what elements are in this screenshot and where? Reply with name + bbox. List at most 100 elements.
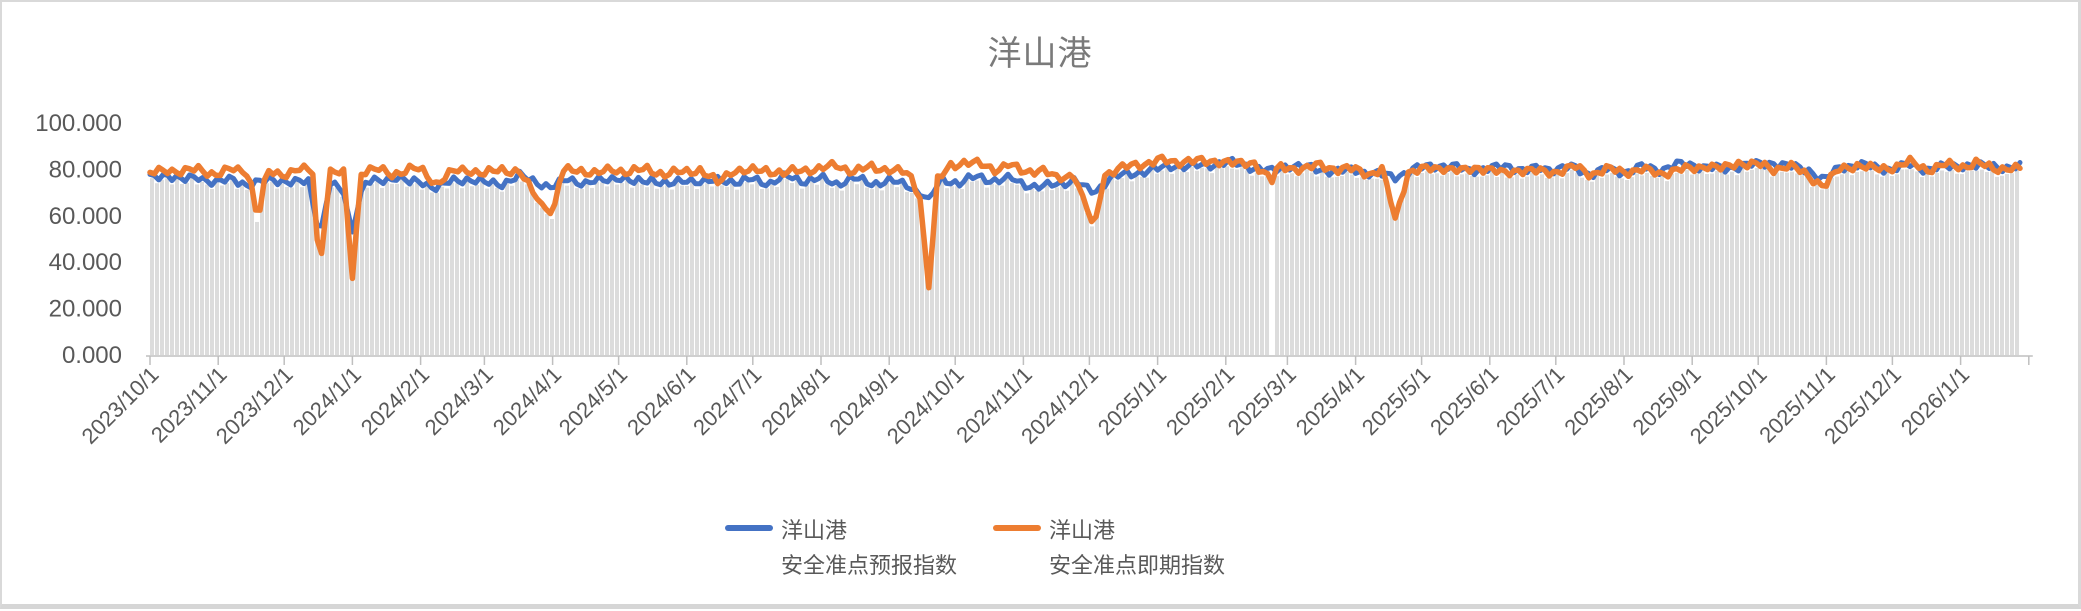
background-bar: [2000, 175, 2004, 355]
background-bar: [1000, 185, 1004, 355]
background-bar: [980, 179, 984, 355]
x-axis-label: 2024/7/1: [688, 362, 766, 440]
background-bar: [1780, 171, 1784, 355]
background-bar: [1310, 172, 1314, 355]
background-bar: [305, 183, 309, 355]
background-bar: [1695, 173, 1699, 355]
background-bar: [575, 188, 579, 355]
background-bar: [1225, 166, 1229, 355]
background-bar: [1445, 173, 1449, 355]
background-bar: [1630, 177, 1634, 355]
background-bar: [1295, 176, 1299, 355]
background-bar: [1600, 177, 1604, 355]
background-bar: [1440, 175, 1444, 355]
background-bar: [970, 181, 974, 355]
background-bar: [180, 183, 184, 355]
background-bar: [1880, 176, 1884, 355]
background-bar: [215, 182, 219, 355]
x-axis-label: 2025/8/1: [1559, 362, 1637, 440]
x-axis-label: 2025/5/1: [1357, 362, 1435, 440]
background-bar: [1110, 178, 1114, 355]
background-bar: [410, 184, 414, 355]
background-bar: [1685, 170, 1689, 355]
background-bar: [1980, 169, 1984, 355]
background-bar: [860, 179, 864, 355]
background-bar: [1535, 176, 1539, 355]
background-bar: [1030, 188, 1034, 355]
background-bar: [845, 183, 849, 355]
background-bar: [1965, 171, 1969, 355]
background-bar: [1085, 212, 1089, 355]
background-bar: [355, 226, 359, 355]
background-bar: [1385, 189, 1389, 355]
background-bar: [1410, 173, 1414, 355]
background-bar: [1810, 187, 1814, 355]
background-bar: [1220, 168, 1224, 355]
background-bar: [220, 185, 224, 355]
y-axis-label: 0.000: [62, 342, 122, 369]
background-bar: [1795, 173, 1799, 355]
background-bar: [1470, 176, 1474, 355]
background-bar: [265, 183, 269, 355]
background-bar: [2005, 173, 2009, 355]
background-bar: [1805, 176, 1809, 355]
background-bar: [1245, 170, 1249, 355]
background-bar: [1500, 172, 1504, 355]
x-axis-label: 2025/3/1: [1223, 362, 1301, 440]
background-bar: [1405, 182, 1409, 355]
background-bar: [165, 178, 169, 355]
background-bar: [1865, 171, 1869, 355]
background-bar: [510, 185, 514, 355]
background-bar: [1760, 168, 1764, 355]
chart-legend: 洋山港 安全准点预报指数 洋山港 安全准点即期指数: [725, 513, 1225, 583]
background-bar: [535, 202, 539, 355]
x-axis-label: 2025/1/1: [1093, 362, 1171, 440]
background-bar: [485, 188, 489, 355]
background-bar: [695, 189, 699, 355]
background-bar: [725, 186, 729, 355]
spot-index-line[interactable]: [147, 153, 2023, 291]
background-bar: [1150, 169, 1154, 355]
background-bar: [705, 183, 709, 355]
background-bar: [1140, 176, 1144, 355]
x-axis-label: 2024/5/1: [554, 362, 632, 440]
background-bar: [1240, 167, 1244, 355]
background-bar: [990, 183, 994, 355]
background-bar: [1420, 173, 1424, 355]
background-bar: [1520, 178, 1524, 355]
background-bar: [375, 181, 379, 355]
background-bar: [1065, 190, 1069, 355]
background-bar: [620, 183, 624, 355]
background-bar: [1700, 171, 1704, 355]
background-bar: [920, 221, 924, 355]
background-bar: [1930, 176, 1934, 355]
background-bar: [540, 207, 544, 355]
background-bar: [1205, 168, 1209, 355]
background-bar: [1040, 191, 1044, 355]
background-bar: [1255, 172, 1259, 355]
background-bar: [1125, 174, 1129, 355]
background-bar: [1495, 176, 1499, 355]
background-bar: [1390, 210, 1394, 355]
y-axis-label: 20.000: [49, 296, 122, 323]
background-bar: [325, 207, 329, 355]
background-bar: [310, 203, 314, 355]
legend-item-forecast-index[interactable]: 洋山港 安全准点预报指数: [725, 513, 957, 583]
background-bar: [1305, 169, 1309, 355]
legend-item-spot-index[interactable]: 洋山港 安全准点即期指数: [993, 513, 1225, 583]
background-bar: [1915, 171, 1919, 355]
background-bar: [1720, 172, 1724, 355]
y-axis-label: 100.000: [35, 110, 122, 137]
background-bar: [1275, 176, 1279, 355]
background-bar: [515, 179, 519, 355]
background-bar: [500, 191, 504, 355]
background-bar: [830, 187, 834, 355]
background-bar: [1710, 173, 1714, 355]
background-bar: [935, 190, 939, 355]
background-bar: [1460, 174, 1464, 355]
background-bar: [1345, 171, 1349, 355]
background-bar: [555, 196, 559, 355]
background-bar: [810, 182, 814, 355]
background-bar: [1430, 174, 1434, 355]
